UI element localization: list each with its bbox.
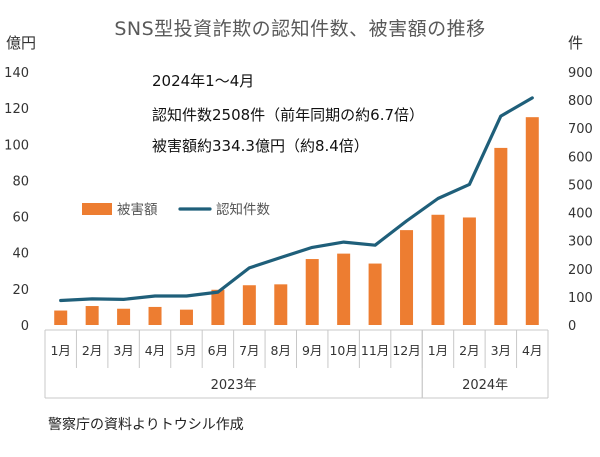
bar-8 xyxy=(274,284,288,325)
annotation-damage: 被害額約334.3億円（約8.4倍） xyxy=(152,137,369,155)
bar-7 xyxy=(242,285,256,325)
source-note: 警察庁の資料よりトウシル作成 xyxy=(48,417,244,433)
category-label-7: 7月 xyxy=(239,343,259,358)
left-tick-label: 100 xyxy=(4,138,29,153)
left-tick-label: 80 xyxy=(12,174,29,189)
left-axis-unit: 億円 xyxy=(6,34,37,52)
bar-2 xyxy=(85,306,99,325)
bar-10 xyxy=(337,253,351,325)
bar-14 xyxy=(462,217,476,325)
annotation-period: 2024年1～4月 xyxy=(152,72,255,90)
category-label-9: 9月 xyxy=(302,343,322,358)
right-tick-label: 400 xyxy=(568,207,593,222)
bar-16 xyxy=(525,117,539,325)
right-tick-label: 700 xyxy=(568,122,593,137)
legend-bar-swatch xyxy=(82,203,112,215)
category-label-5: 5月 xyxy=(176,343,196,358)
category-label-2: 2月 xyxy=(82,343,102,358)
left-tick-label: 40 xyxy=(12,247,29,262)
category-label-4: 4月 xyxy=(145,343,165,358)
right-tick-label: 300 xyxy=(568,235,593,250)
right-tick-label: 0 xyxy=(568,319,576,334)
chart-title: SNS型投資詐欺の認知件数、被害額の推移 xyxy=(114,18,486,40)
left-tick-label: 120 xyxy=(4,102,29,117)
category-label-15: 3月 xyxy=(491,343,511,358)
count-line xyxy=(59,96,534,303)
bar-13 xyxy=(431,214,445,325)
bar-4 xyxy=(148,306,162,325)
legend-line-label: 認知件数 xyxy=(216,201,270,218)
category-label-1: 1月 xyxy=(50,343,70,358)
left-tick-label: 140 xyxy=(4,66,29,81)
legend-bar-label: 被害額 xyxy=(117,202,158,218)
category-label-8: 8月 xyxy=(271,343,291,358)
year-label-2: 2024年 xyxy=(462,378,508,393)
bar-11 xyxy=(368,263,382,325)
bar-5 xyxy=(179,309,193,325)
left-tick-label: 60 xyxy=(12,211,29,226)
right-tick-label: 100 xyxy=(568,291,593,306)
bar-6 xyxy=(211,289,225,325)
bar-9 xyxy=(305,259,319,325)
category-label-10: 10月 xyxy=(329,343,357,358)
bar-3 xyxy=(117,308,131,325)
category-label-11: 11月 xyxy=(361,343,389,358)
category-label-13: 1月 xyxy=(428,343,448,358)
category-label-16: 4月 xyxy=(522,343,542,358)
left-tick-label: 0 xyxy=(21,319,29,334)
annotation-count: 認知件数2508件（前年同期の約6.7倍） xyxy=(152,106,425,124)
category-label-12: 12月 xyxy=(392,343,420,358)
bar-15 xyxy=(494,147,508,325)
category-label-14: 2月 xyxy=(459,343,479,358)
category-label-3: 3月 xyxy=(113,343,133,358)
right-tick-label: 600 xyxy=(568,150,593,165)
right-tick-label: 800 xyxy=(568,94,593,109)
category-label-6: 6月 xyxy=(208,343,228,358)
right-tick-label: 500 xyxy=(568,178,593,193)
right-tick-label: 200 xyxy=(568,263,593,278)
bar-1 xyxy=(54,310,68,325)
year-label-1: 2023年 xyxy=(211,378,257,393)
bar-12 xyxy=(400,230,414,325)
right-tick-label: 900 xyxy=(568,66,593,81)
left-tick-label: 20 xyxy=(12,283,29,298)
right-axis-unit: 件 xyxy=(568,34,584,52)
